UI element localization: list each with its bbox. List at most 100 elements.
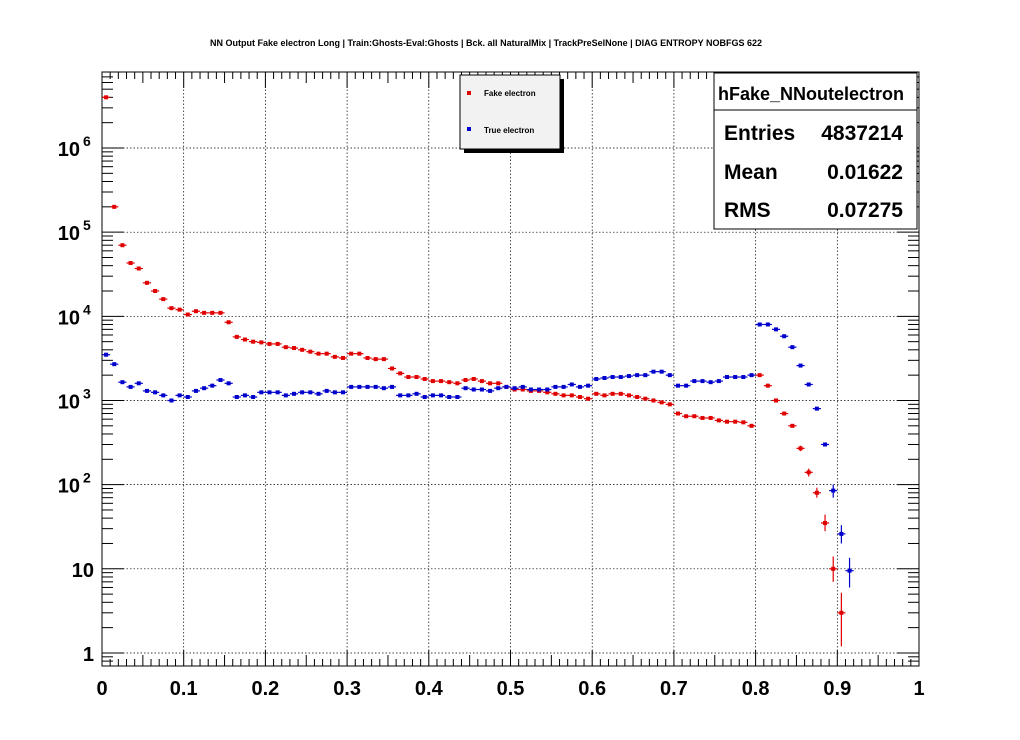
chart-title: NN Output Fake electron Long | Train:Gho… xyxy=(210,38,762,48)
data-point xyxy=(447,380,452,385)
data-point xyxy=(790,423,795,428)
data-point xyxy=(667,373,672,378)
data-point xyxy=(153,288,158,293)
data-point xyxy=(144,388,149,393)
data-point xyxy=(586,383,591,388)
data-point xyxy=(365,384,370,389)
data-point xyxy=(684,414,689,419)
data-point xyxy=(471,387,476,392)
data-point xyxy=(553,391,558,396)
stats-title: hFake_NNoutelectron xyxy=(718,84,904,104)
data-point xyxy=(561,393,566,398)
data-point xyxy=(341,390,346,395)
stats-entries-label: Entries xyxy=(724,122,795,145)
data-point xyxy=(741,420,746,425)
data-point xyxy=(381,386,386,391)
x-tick-label: 0.1 xyxy=(170,678,198,700)
data-point xyxy=(847,568,852,573)
stats-box-frame xyxy=(713,72,918,230)
data-point xyxy=(463,386,468,391)
data-point xyxy=(569,393,574,398)
legend-marker-true-electron xyxy=(467,127,471,131)
data-point xyxy=(226,320,231,325)
data-point xyxy=(283,345,288,350)
data-point xyxy=(439,379,444,384)
x-tick-label: 0.5 xyxy=(497,678,525,700)
data-point xyxy=(414,391,419,396)
data-point xyxy=(251,339,256,344)
y-tick-label: 10 xyxy=(58,476,80,498)
data-point xyxy=(112,362,117,367)
data-point xyxy=(586,396,591,401)
stats-mean-label: Mean xyxy=(724,161,778,184)
data-point xyxy=(798,446,803,451)
y-tick-label: 10 xyxy=(58,307,80,329)
legend-label-true-electron: True electron xyxy=(484,126,534,135)
data-point xyxy=(635,373,640,378)
data-point xyxy=(316,351,321,356)
x-tick-label: 0 xyxy=(96,678,107,700)
data-point xyxy=(504,384,509,389)
y-tick-label: 10 xyxy=(58,391,80,413)
data-point xyxy=(463,378,468,383)
data-point xyxy=(577,384,582,389)
data-point xyxy=(700,415,705,420)
y-tick-exponent: 6 xyxy=(83,133,91,149)
y-tick-label: 10 xyxy=(58,223,80,245)
x-tick-label: 1 xyxy=(913,678,924,700)
data-point xyxy=(790,345,795,350)
data-point xyxy=(782,411,787,416)
data-point xyxy=(332,354,337,359)
data-point xyxy=(455,381,460,386)
data-point xyxy=(177,307,182,312)
data-point xyxy=(234,334,239,339)
data-point xyxy=(700,379,705,384)
y-tick-label: 1 xyxy=(83,644,94,666)
data-point xyxy=(716,379,721,384)
data-point xyxy=(716,418,721,423)
data-point xyxy=(692,379,697,384)
data-point xyxy=(496,381,501,386)
data-point xyxy=(398,393,403,398)
data-point xyxy=(545,390,550,395)
data-point xyxy=(675,411,680,416)
data-point xyxy=(112,204,117,209)
data-point xyxy=(291,391,296,396)
data-point xyxy=(455,395,460,400)
series-fake-electron xyxy=(102,95,846,647)
data-point xyxy=(341,355,346,360)
data-point xyxy=(479,387,484,392)
stats-box: hFake_NNoutelectron Entries 4837214 Mean… xyxy=(713,72,918,230)
data-point xyxy=(406,393,411,398)
data-point xyxy=(291,346,296,351)
data-point xyxy=(210,383,215,388)
data-point xyxy=(210,310,215,315)
x-tick-label: 0.8 xyxy=(742,678,770,700)
data-point xyxy=(202,386,207,391)
data-point xyxy=(349,351,354,356)
data-point xyxy=(390,366,395,371)
data-point xyxy=(373,357,378,362)
x-tick-label: 0.2 xyxy=(251,678,279,700)
x-tick-label: 0.6 xyxy=(578,678,606,700)
data-point xyxy=(422,395,427,400)
data-point xyxy=(814,406,819,411)
x-tick-label: 0.4 xyxy=(415,678,444,700)
data-point xyxy=(259,390,264,395)
data-point xyxy=(626,374,631,379)
data-point xyxy=(708,380,713,385)
data-point xyxy=(798,363,803,368)
data-point xyxy=(651,398,656,403)
data-point xyxy=(251,395,256,400)
data-point xyxy=(471,377,476,381)
stats-entries-value: 4837214 xyxy=(821,122,903,145)
data-point xyxy=(308,390,313,395)
data-point xyxy=(512,386,517,391)
data-point xyxy=(414,375,419,380)
data-point xyxy=(765,322,770,327)
data-point xyxy=(545,387,550,392)
data-point xyxy=(316,391,321,396)
